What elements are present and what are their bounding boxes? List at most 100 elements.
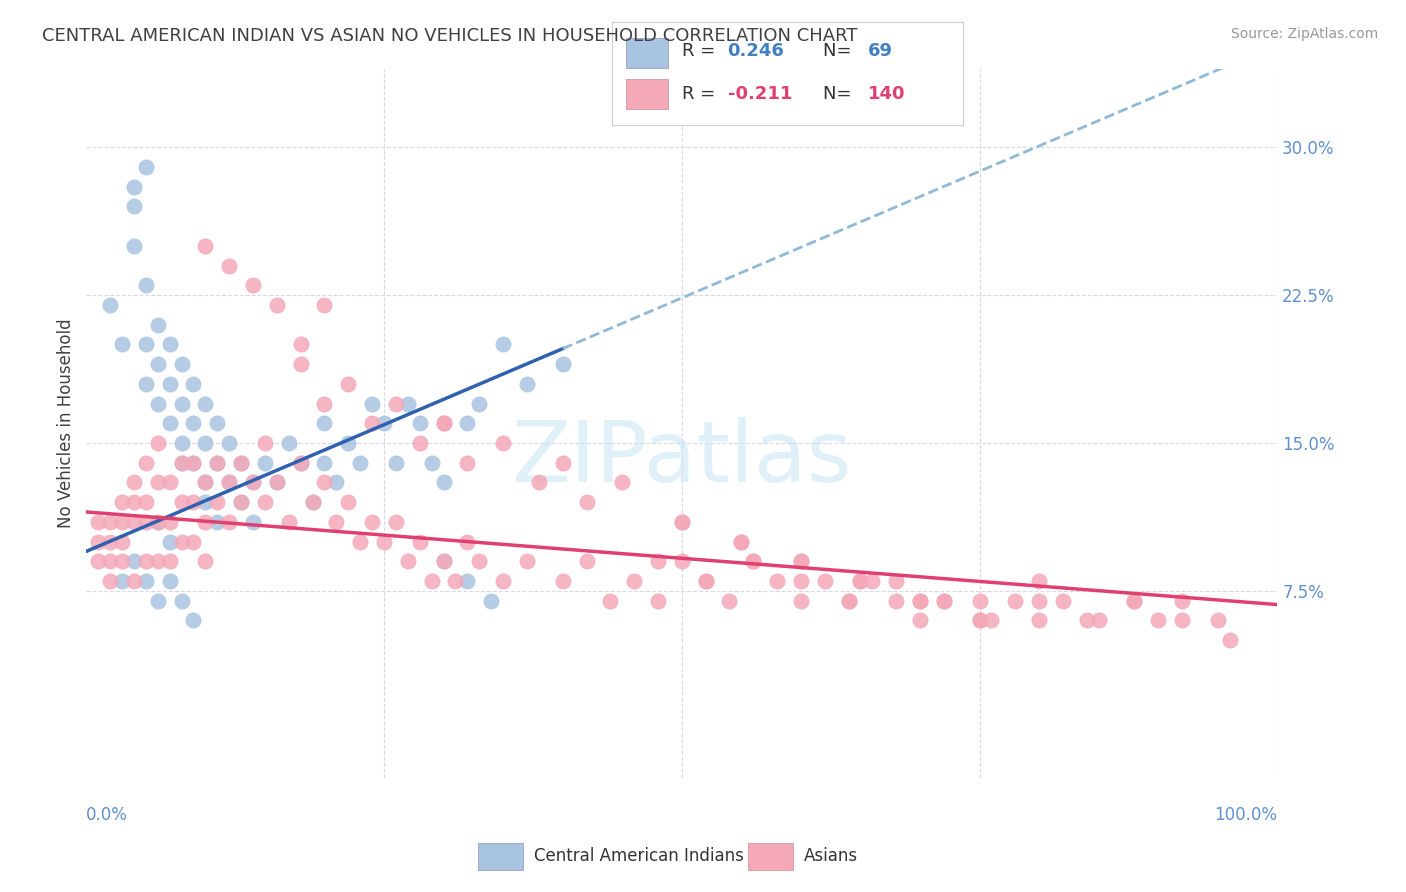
- Point: [314, 475, 336, 490]
- Point: [135, 515, 157, 529]
- Point: [647, 593, 669, 607]
- Point: [456, 456, 478, 470]
- Point: [87, 515, 110, 529]
- Point: [122, 179, 145, 194]
- Point: [98, 298, 121, 312]
- Point: [932, 593, 955, 607]
- Bar: [626, 37, 668, 69]
- Point: [207, 417, 229, 431]
- Point: [183, 376, 205, 391]
- Point: [183, 417, 205, 431]
- Point: [969, 613, 991, 627]
- Point: [444, 574, 467, 588]
- Point: [135, 376, 157, 391]
- Point: [194, 515, 217, 529]
- Point: [266, 298, 288, 312]
- Point: [229, 456, 252, 470]
- Text: -0.211: -0.211: [728, 85, 792, 103]
- Point: [229, 495, 252, 509]
- Point: [135, 337, 157, 351]
- Point: [183, 495, 205, 509]
- Point: [575, 495, 598, 509]
- Point: [1028, 574, 1050, 588]
- Point: [135, 160, 157, 174]
- Point: [253, 456, 276, 470]
- Point: [159, 417, 181, 431]
- Point: [1147, 613, 1170, 627]
- Point: [314, 298, 336, 312]
- Point: [860, 574, 883, 588]
- Point: [349, 456, 371, 470]
- Point: [146, 554, 169, 568]
- Point: [111, 554, 134, 568]
- Point: [492, 574, 515, 588]
- Point: [337, 495, 360, 509]
- Point: [146, 357, 169, 371]
- Point: [111, 534, 134, 549]
- Point: [516, 376, 538, 391]
- Point: [409, 534, 432, 549]
- Point: [908, 593, 931, 607]
- Point: [242, 475, 264, 490]
- Point: [884, 593, 907, 607]
- Text: R =: R =: [682, 42, 721, 60]
- Point: [325, 515, 347, 529]
- Point: [135, 278, 157, 293]
- Point: [170, 456, 193, 470]
- Point: [183, 613, 205, 627]
- Point: [456, 534, 478, 549]
- Text: N=: N=: [823, 42, 856, 60]
- Point: [373, 534, 395, 549]
- Point: [1028, 613, 1050, 627]
- Point: [135, 456, 157, 470]
- Point: [516, 554, 538, 568]
- Point: [456, 417, 478, 431]
- Point: [932, 593, 955, 607]
- Point: [207, 495, 229, 509]
- Point: [1028, 593, 1050, 607]
- Point: [290, 456, 312, 470]
- Text: 100.0%: 100.0%: [1215, 806, 1277, 824]
- Bar: [478, 843, 523, 870]
- Point: [1171, 593, 1194, 607]
- Point: [884, 574, 907, 588]
- Point: [551, 574, 574, 588]
- Point: [170, 534, 193, 549]
- Point: [135, 574, 157, 588]
- Text: R =: R =: [682, 85, 721, 103]
- Text: ZIPatlas: ZIPatlas: [512, 417, 852, 500]
- Text: CENTRAL AMERICAN INDIAN VS ASIAN NO VEHICLES IN HOUSEHOLD CORRELATION CHART: CENTRAL AMERICAN INDIAN VS ASIAN NO VEHI…: [42, 27, 858, 45]
- Text: 69: 69: [869, 42, 893, 60]
- Point: [814, 574, 837, 588]
- Point: [146, 475, 169, 490]
- Point: [479, 593, 502, 607]
- Point: [170, 593, 193, 607]
- Point: [242, 278, 264, 293]
- Point: [111, 574, 134, 588]
- Point: [468, 554, 491, 568]
- Point: [837, 593, 859, 607]
- Point: [325, 475, 347, 490]
- Text: N=: N=: [823, 85, 856, 103]
- Point: [1123, 593, 1146, 607]
- Point: [253, 436, 276, 450]
- Point: [849, 574, 872, 588]
- Point: [98, 574, 121, 588]
- Text: Central American Indians: Central American Indians: [534, 847, 744, 865]
- Point: [146, 318, 169, 332]
- Point: [420, 574, 443, 588]
- Point: [409, 436, 432, 450]
- Text: Asians: Asians: [804, 847, 858, 865]
- Point: [337, 376, 360, 391]
- Point: [194, 495, 217, 509]
- Point: [277, 436, 299, 450]
- Point: [1052, 593, 1074, 607]
- Point: [373, 417, 395, 431]
- Point: [207, 515, 229, 529]
- Point: [218, 515, 240, 529]
- Point: [361, 515, 384, 529]
- Point: [87, 534, 110, 549]
- Point: [396, 554, 419, 568]
- Point: [1171, 613, 1194, 627]
- Bar: [748, 843, 793, 870]
